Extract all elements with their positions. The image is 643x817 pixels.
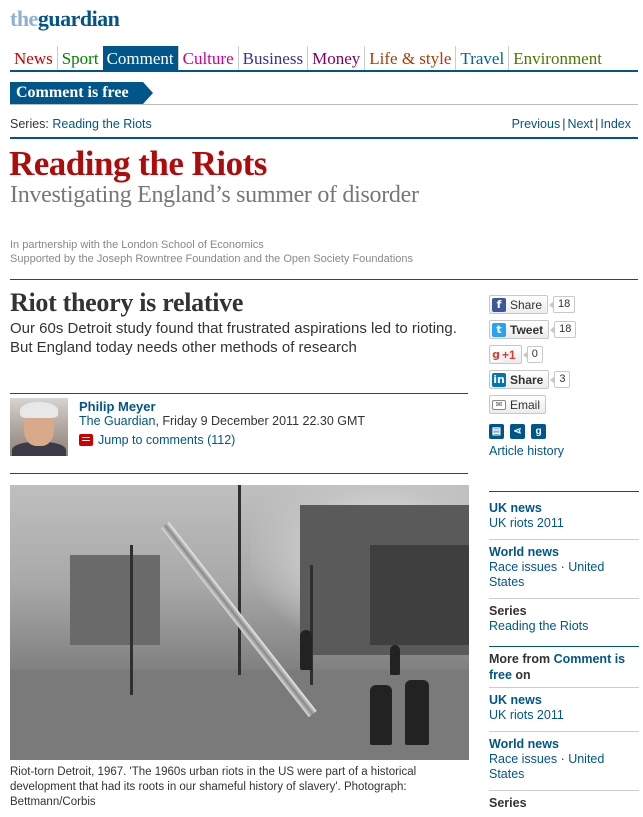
twitter-share-row: t Tweet 18 <box>489 317 639 342</box>
nav-comment[interactable]: Comment <box>102 46 178 72</box>
print-icon[interactable]: ▤ <box>489 424 504 439</box>
email-label: Email <box>510 397 541 412</box>
facebook-share-button[interactable]: f Share <box>489 295 549 314</box>
comment-icon <box>79 434 93 446</box>
jump-to-comments-label: Jump to comments (112) <box>98 433 236 447</box>
article-standfirst: Our 60s Detroit study found that frustra… <box>10 320 457 356</box>
more-from-cif-link[interactable]: Comment is free <box>489 652 626 682</box>
google-plus-one-count: 0 <box>522 346 543 363</box>
publication-date: , Friday 9 December 2011 22.30 GMT <box>155 414 366 428</box>
facebook-share-count: 18 <box>548 296 576 313</box>
nav-environment[interactable]: Environment <box>508 46 606 72</box>
tag-block-series: Series Reading the Riots <box>489 598 639 634</box>
more-block-uk-news: UK news UK riots 2011 <box>489 687 639 723</box>
twitter-bird-icon: t <box>492 322 506 337</box>
sidebar: f Share 18 t Tweet 18 g +1 0 in Share 3 … <box>489 292 639 811</box>
share-icon[interactable]: ⋖ <box>510 424 525 439</box>
next-link[interactable]: Next <box>567 117 594 131</box>
google-plus-one-label: +1 <box>502 347 516 362</box>
article-history-link[interactable]: Article history <box>489 444 565 458</box>
google-plus-row: g +1 0 <box>489 342 639 367</box>
more-block-world-news: World news Race issues · United States <box>489 731 639 782</box>
article-photo <box>10 485 469 760</box>
more-from: More from Comment is free on UK news UK … <box>489 646 639 811</box>
series-divider <box>10 137 638 139</box>
more-uk-riots-link[interactable]: UK riots 2011 <box>489 708 564 722</box>
byline-divider-bottom <box>10 473 468 474</box>
more-uk-news-link[interactable]: UK news <box>489 693 542 707</box>
partner-line-2: Supported by the Joseph Rowntree Foundat… <box>10 253 413 265</box>
logo-guardian: guardian <box>37 6 120 31</box>
linkedin-share-row: in Share 3 <box>489 367 639 392</box>
sidebar-series-link[interactable]: Reading the Riots <box>489 619 589 633</box>
facebook-icon: f <box>492 297 506 312</box>
series-link[interactable]: Reading the Riots <box>52 117 152 131</box>
series-subtitle: Investigating England’s summer of disord… <box>10 182 419 208</box>
photo-caption: Riot-torn Detroit, 1967. 'The 1960s urba… <box>10 766 417 808</box>
nav-life-style[interactable]: Life & style <box>364 46 455 72</box>
index-link[interactable]: Index <box>600 117 631 131</box>
main-nav: News Sport Comment Culture Business Mone… <box>10 46 606 72</box>
uk-news-link[interactable]: UK news <box>489 501 542 515</box>
section-tag[interactable]: Comment is free <box>10 82 153 104</box>
partner-line-1: In partnership with the London School of… <box>10 239 264 251</box>
series-label: Series: <box>10 117 49 131</box>
byline-divider-top <box>10 393 468 394</box>
more-united-states-link[interactable]: United States <box>489 752 605 781</box>
tag-block-uk-news: UK news UK riots 2011 <box>489 496 639 531</box>
nav-business[interactable]: Business <box>237 46 307 72</box>
linkedin-icon: in <box>492 372 506 387</box>
guardian-logo[interactable]: theguardian <box>10 6 120 32</box>
series-pager: Previous | Next | Index <box>511 117 631 131</box>
nav-travel[interactable]: Travel <box>455 46 508 72</box>
email-button[interactable]: ✉ Email <box>489 395 547 414</box>
email-row: ✉ Email <box>489 392 639 417</box>
linkedin-share-label: Share <box>510 372 544 387</box>
envelope-icon: ✉ <box>492 399 506 410</box>
more-race-issues-link[interactable]: Race issues <box>489 752 558 766</box>
linkedin-share-button[interactable]: in Share <box>489 370 550 389</box>
series-heading: Series <box>489 604 527 618</box>
tweet-label: Tweet <box>510 322 544 337</box>
nav-culture[interactable]: Culture <box>177 46 238 72</box>
partner-divider <box>10 279 638 280</box>
google-icon[interactable]: g <box>531 424 546 439</box>
nav-news[interactable]: News <box>14 49 53 68</box>
more-block-series: Series <box>489 790 639 811</box>
tweet-button[interactable]: t Tweet <box>489 320 550 339</box>
series-title[interactable]: Reading the Riots <box>9 144 267 183</box>
more-series-heading: Series <box>489 796 527 810</box>
author-avatar <box>10 398 68 456</box>
series-bar: Series: Reading the Riots Previous | Next |… <box>10 117 631 131</box>
author-name[interactable]: Philip Meyer <box>79 399 156 414</box>
publication-link[interactable]: The Guardian <box>79 414 156 428</box>
related-tags: UK news UK riots 2011 World news Race is… <box>489 491 639 634</box>
uk-riots-link[interactable]: UK riots 2011 <box>489 516 564 530</box>
united-states-link[interactable]: United States <box>489 560 605 589</box>
linkedin-share-count: 3 <box>550 371 571 388</box>
article-headline: Riot theory is relative <box>10 288 244 317</box>
previous-link[interactable]: Previous <box>511 117 561 131</box>
tweet-count: 18 <box>550 321 577 338</box>
jump-to-comments[interactable]: Jump to comments (112) <box>79 433 235 447</box>
nav-money[interactable]: Money <box>307 46 364 72</box>
world-news-link[interactable]: World news <box>489 545 559 559</box>
more-world-news-link[interactable]: World news <box>489 737 559 751</box>
google-g-icon: g <box>491 347 501 362</box>
facebook-share-row: f Share 18 <box>489 292 639 317</box>
facebook-share-label: Share <box>510 297 543 312</box>
race-issues-link[interactable]: Race issues <box>489 560 558 574</box>
partner-info: In partnership with the London School of… <box>10 238 413 266</box>
more-from-heading: More from Comment is free on <box>489 652 626 682</box>
tag-block-world-news: World news Race issues · United States <box>489 539 639 590</box>
nav-divider <box>10 70 638 72</box>
publication-info: The Guardian, Friday 9 December 2011 22.… <box>79 414 365 428</box>
logo-the: the <box>10 6 38 31</box>
google-plus-one-button[interactable]: g +1 <box>489 345 522 364</box>
section-divider <box>10 104 638 105</box>
nav-sport[interactable]: Sport <box>56 46 103 72</box>
sidebar-tools: ▤ ⋖ g <box>489 424 639 439</box>
